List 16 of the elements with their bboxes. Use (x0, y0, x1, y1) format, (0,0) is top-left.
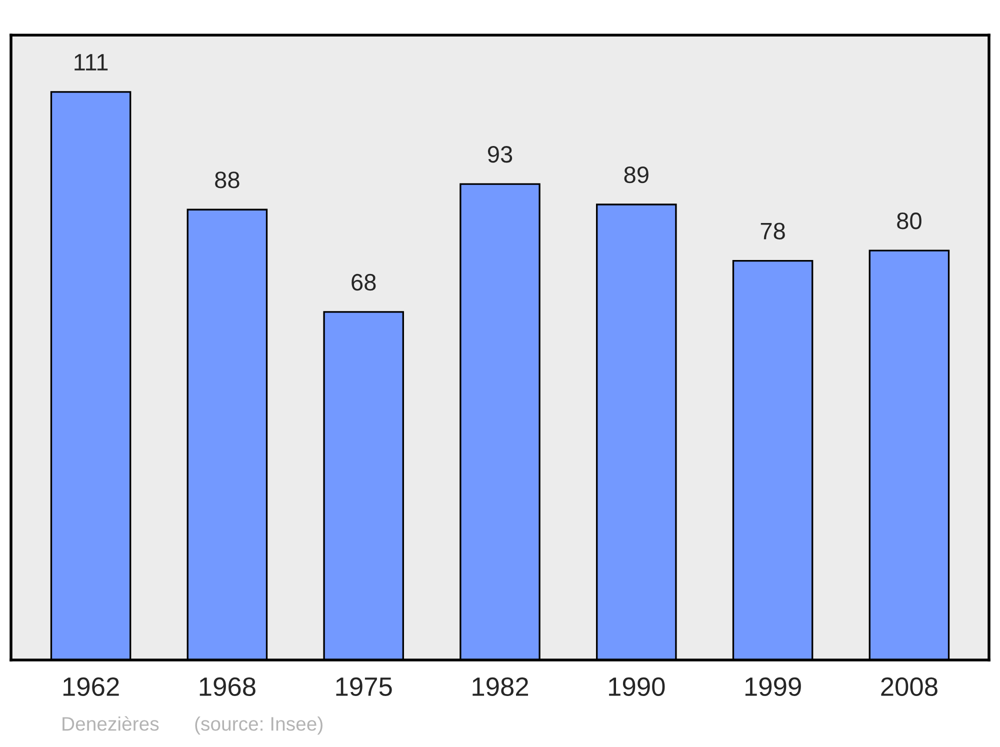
data-label: 78 (760, 222, 785, 240)
x-tick-label: 1999 (745, 677, 801, 696)
x-tick-label: 2008 (881, 677, 938, 696)
x-tick-label: 1962 (63, 677, 119, 696)
data-label: 80 (897, 212, 922, 230)
x-tick-label: 1990 (609, 677, 665, 696)
text: Denezières (62, 716, 159, 731)
x-tick-label: 1975 (336, 677, 392, 696)
text: (source: Insee) (195, 716, 322, 735)
x-tick-label: 1968 (200, 677, 256, 696)
x-tick-label: 1982 (472, 677, 528, 696)
data-label: 68 (352, 274, 376, 291)
data-label: 93 (488, 146, 512, 163)
data-label: 89 (624, 166, 648, 184)
data-label: 88 (215, 172, 240, 188)
data-label: 111 (74, 54, 108, 70)
